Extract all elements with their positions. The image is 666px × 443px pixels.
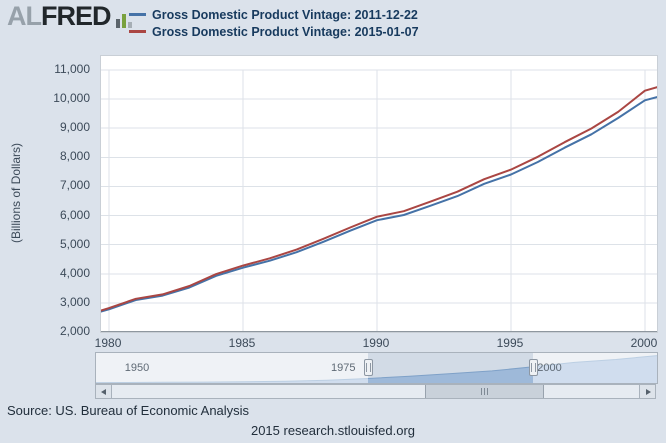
right-arrow-icon — [645, 388, 654, 395]
site-text: 2015 research.stlouisfed.org — [250, 423, 416, 438]
navigator-area-fill — [96, 355, 657, 383]
navigator-year-label: 2000 — [537, 362, 562, 374]
x-tick-label: 1985 — [228, 336, 256, 350]
legend-item-2015[interactable]: Gross Domestic Product Vintage: 2015-01-… — [129, 23, 419, 40]
y-axis-ticks: 2,000 3,000 4,000 5,000 6,000 7,000 8,000 9,000… — [28, 55, 94, 338]
legend-label-2015: Gross Domestic Product Vintage: 2015-01-… — [152, 24, 419, 39]
series-line-icon-2011 — [129, 13, 146, 16]
navigator-handle-left[interactable] — [364, 359, 374, 376]
scrollbar-thumb[interactable] — [424, 385, 545, 398]
y-tick-label: 4,000 — [59, 265, 90, 280]
alfred-logo: AL FRED — [7, 3, 132, 30]
y-tick-label: 2,000 — [59, 324, 90, 338]
y-tick-label: 9,000 — [59, 120, 90, 135]
y-tick-label: 10,000 — [53, 91, 90, 106]
gdp-line-2015[interactable] — [100, 86, 658, 312]
navigator-year-label: 1975 — [331, 362, 356, 374]
y-tick-label: 6,000 — [59, 207, 90, 222]
y-tick-label: 7,000 — [59, 178, 90, 193]
y-axis-title: (Billions of Dollars) — [9, 142, 23, 244]
x-tick-label: 2000 — [630, 336, 658, 350]
navigator-handle-right[interactable] — [529, 359, 539, 376]
bar-chart-icon — [115, 14, 132, 28]
range-navigator[interactable]: 1950 1975 2000 — [95, 352, 658, 384]
y-tick-label: 8,000 — [59, 149, 90, 164]
navigator-area-chart — [96, 355, 657, 383]
x-tick-label: 1995 — [496, 336, 524, 350]
gdp-line-chart — [100, 69, 658, 333]
navigator-selected-range[interactable] — [368, 353, 534, 383]
source-text: Source: US. Bureau of Economic Analysis — [7, 403, 250, 418]
scrollbar-left-button[interactable] — [96, 385, 112, 398]
x-tick-label: 1990 — [362, 336, 390, 350]
scrollbar-track[interactable] — [95, 384, 656, 399]
y-tick-label: 11,000 — [54, 62, 90, 76]
left-arrow-icon — [98, 388, 106, 395]
x-tick-label: 1980 — [94, 336, 122, 350]
gdp-line-2011[interactable] — [100, 96, 658, 313]
logo-al-text: AL — [7, 1, 42, 31]
legend-label-2011: Gross Domestic Product Vintage: 2011-12-… — [152, 7, 418, 22]
legend: Gross Domestic Product Vintage: 2011-12-… — [129, 6, 419, 40]
scrollbar-right-button[interactable] — [639, 385, 655, 398]
legend-item-2011[interactable]: Gross Domestic Product Vintage: 2011-12-… — [129, 6, 419, 23]
y-tick-label: 5,000 — [59, 236, 90, 251]
thumb-grip-icon — [481, 388, 488, 395]
chart-plot-area[interactable] — [100, 55, 658, 333]
logo-fred-text: FRED — [41, 1, 111, 31]
navigator-mask-left — [96, 353, 369, 383]
navigator-year-label: 1950 — [124, 362, 150, 374]
navigator-area-outline — [96, 355, 657, 383]
series-line-icon-2015 — [129, 30, 146, 33]
x-axis-ticks: 1980 1985 1990 1995 2000 — [95, 336, 658, 351]
navigator-mask-right — [533, 353, 657, 383]
y-tick-label: 3,000 — [59, 294, 90, 309]
